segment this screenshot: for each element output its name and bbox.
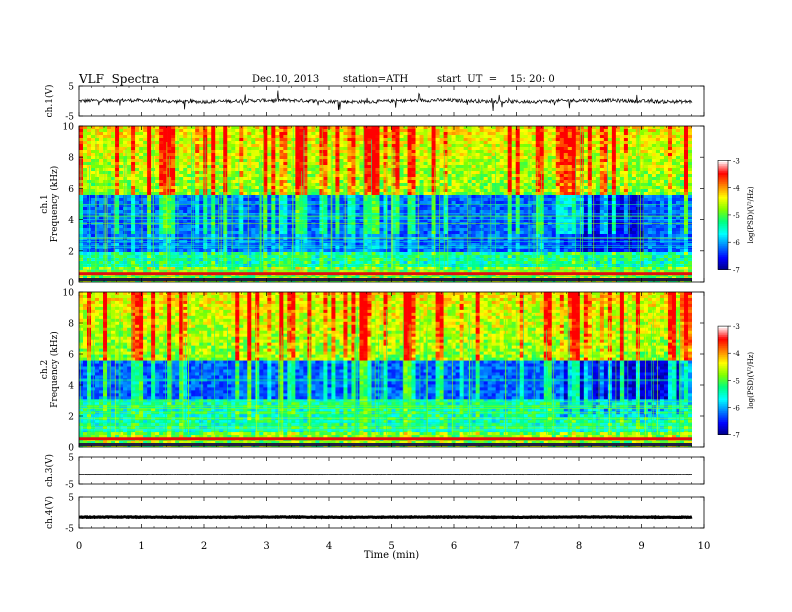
ch2-spectrogram-ytick-label: 2 [68,413,74,423]
ch4-waveform-ytick-label: -5 [65,525,74,535]
ch2-spectrogram-ytick-label: 10 [63,289,75,299]
ch4-ylabel: ch.4(V) [44,496,55,529]
x-tick-label: 0 [76,541,82,552]
ch1-waveform-ytick-label: -5 [65,113,74,123]
ch2-spectrogram-image [79,292,704,448]
ch2-spectrogram-colorbar-tick: -6 [733,404,740,412]
ch1-waveform-ytick-label: 5 [68,83,74,93]
ch1-spectrogram-image [79,126,704,283]
ch4-waveform-trace [78,514,693,520]
ch1-spectrogram-colorbar-tick: -4 [733,185,740,193]
figure-title: VLF Spectra [79,72,160,86]
ch2-spectrogram-colorbar-label: log(PSD)(V²/Hz) [747,352,755,409]
x-tick-label: 1 [138,541,144,552]
ch2-spectrogram-colorbar-tick: -3 [733,323,740,331]
ch2-spectrogram-ylabel: Frequency (kHz) [49,331,60,408]
ch3-ylabel: ch.3(V) [44,454,55,487]
ch1-spectrogram-ytick-label: 2 [68,247,74,257]
date-label: Dec.10, 2013 [252,74,320,85]
ch1-spectrogram-colorbar-tick: -3 [733,157,740,165]
x-axis-label: Time (min) [364,550,419,561]
ch2-spectrogram-colorbar-tick: -5 [733,377,740,385]
x-tick-label: 3 [263,541,269,552]
ch1-ylabel: ch.1(V) [44,85,55,118]
x-tick-label: 10 [698,541,711,552]
ch3-waveform-frame [78,456,705,485]
ch2-spectrogram-ytick-label: 4 [68,382,74,392]
ch2-spectrogram-colorbar-tick: -7 [733,432,740,440]
ch1-waveform-trace [78,90,693,112]
x-tick-label: 7 [513,541,519,552]
ch1-spectrogram-colorbar-tick: -7 [733,267,740,275]
ch1-spectrogram-colorbar-tick: -6 [733,239,740,247]
ch1-spectrogram-ytick-label: 4 [68,216,74,226]
ch1-spectrogram-ytick-label: 6 [68,185,74,195]
ch2-spectrogram-ytick-label: 0 [68,444,74,454]
ch1-spectrogram-ytick-label: 10 [63,123,75,133]
start-time-label: start UT = 15: 20: 0 [437,74,555,85]
ch4-waveform-frame [78,496,705,529]
ch2-spectrogram-ylabel: ch.2 [40,360,50,379]
x-tick-label: 6 [451,541,457,552]
x-tick-label: 5 [388,541,394,552]
ch1-spectrogram-ylabel: ch.1 [40,194,50,213]
x-tick-label: 4 [326,541,332,552]
ch1-spectrogram-colorbar-label: log(PSD)(V²/Hz) [747,186,755,243]
ch4-waveform-ytick-label: 5 [68,494,74,504]
ch1-spectrogram-colorbar: -3 -4 -5 -6 -7 [717,157,740,275]
ch3-waveform-ytick-label: -5 [65,481,74,491]
ch3-waveform-ytick-label: 5 [68,454,74,464]
ch2-spectrogram-ytick-label: 8 [68,320,74,330]
ch1-spectrogram-colorbar-tick: -5 [733,212,740,220]
ch1-spectrogram-strong-line [79,272,692,276]
ch2-spectrogram-colorbar-tick: -4 [733,350,740,358]
ch1-spectrogram-ylabel: Frequency (kHz) [49,166,60,243]
station-label: station=ATH [343,74,409,85]
x-tick-label: 2 [201,541,207,552]
ch1-spectrogram-ytick-label: 0 [68,279,74,289]
ch2-spectrogram-ytick-label: 6 [68,351,74,361]
x-tick-label: 9 [638,541,644,552]
x-tick-label: 8 [576,541,582,552]
ch2-spectrogram-strong-line [79,437,692,441]
ch2-spectrogram-colorbar: -3 -4 -5 -6 -7 [717,323,740,440]
ch1-spectrogram-ytick-label: 8 [68,154,74,164]
